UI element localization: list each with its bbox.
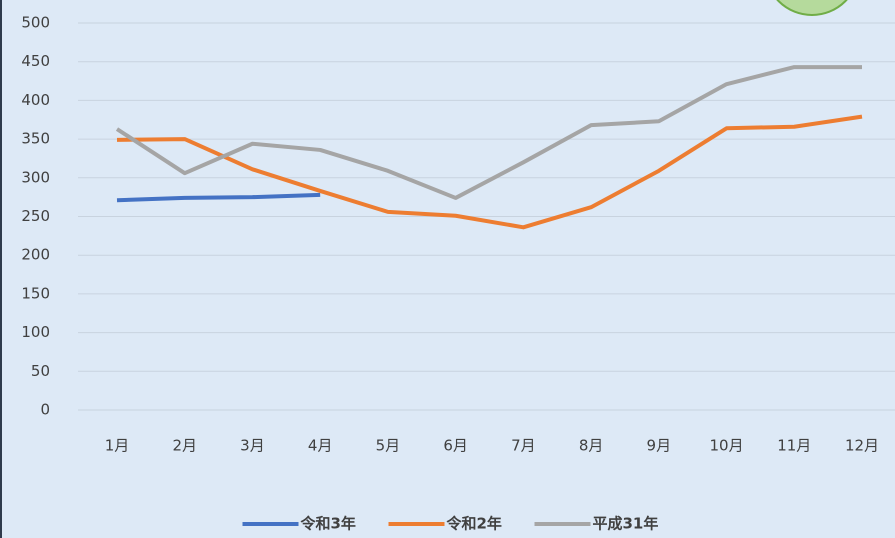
series-line [116, 192, 321, 203]
y-tick-label: 500 [21, 14, 50, 32]
series-line [115, 65, 862, 200]
y-tick-label: 250 [21, 207, 50, 225]
decoration-circle [776, 0, 848, 16]
y-tick-label: 0 [40, 401, 50, 419]
x-tick-label: 1月 [105, 437, 130, 455]
y-tick-label: 150 [21, 284, 50, 302]
x-tick-label: 8月 [579, 437, 604, 455]
y-tick-label: 400 [21, 91, 50, 109]
x-tick-label: 7月 [511, 437, 536, 455]
x-tick-label: 4月 [308, 437, 333, 455]
y-tick-label: 200 [21, 246, 50, 264]
y-tick-label: 50 [31, 362, 50, 380]
series-line [116, 114, 863, 230]
x-tick-label: 5月 [376, 437, 401, 455]
legend-label: 令和2年 [447, 515, 502, 533]
x-tick-label: 12月 [845, 437, 879, 455]
x-tick-label: 9月 [647, 437, 672, 455]
x-tick-label: 2月 [172, 437, 197, 455]
x-tick-label: 3月 [240, 437, 265, 455]
x-tick-label: 6月 [443, 437, 468, 455]
y-tick-label: 350 [21, 130, 50, 148]
y-tick-label: 450 [21, 52, 50, 70]
x-tick-label: 10月 [709, 437, 743, 455]
y-tick-label: 100 [21, 323, 50, 341]
x-tick-label: 11月 [777, 437, 811, 455]
y-tick-label: 300 [21, 168, 50, 186]
legend-label: 令和3年 [301, 515, 356, 533]
legend-label: 平成31年 [593, 515, 659, 533]
